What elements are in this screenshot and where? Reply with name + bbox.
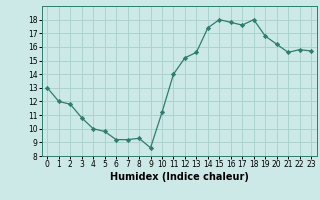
X-axis label: Humidex (Indice chaleur): Humidex (Indice chaleur) bbox=[110, 172, 249, 182]
